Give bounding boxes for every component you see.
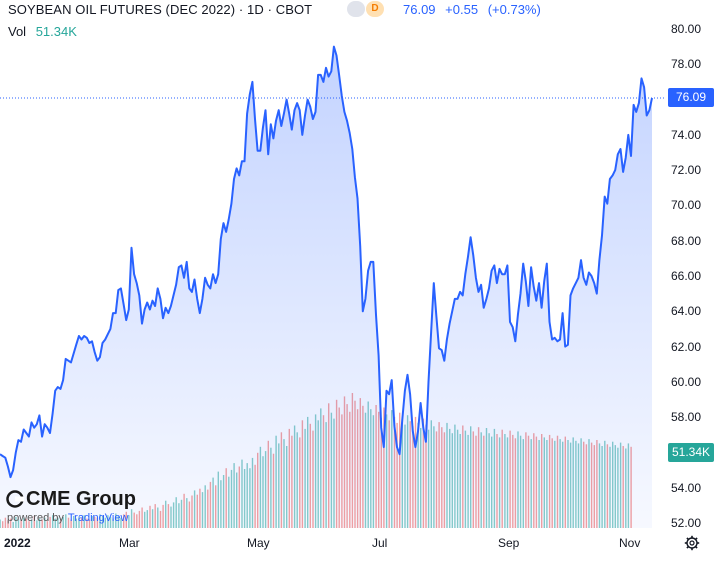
y-tick-label: 60.00 <box>671 374 702 389</box>
y-tick-label: 74.00 <box>671 127 702 142</box>
cme-logo[interactable]: CME Group <box>6 488 136 511</box>
price-line <box>0 45 653 479</box>
cme-logo-icon <box>6 490 24 508</box>
x-tick-label: Mar <box>119 536 140 550</box>
y-tick-label: 54.00 <box>671 480 702 495</box>
volume-label: Vol <box>8 24 27 39</box>
price-area <box>0 46 652 528</box>
last-price-tag: 76.09 <box>668 88 714 108</box>
powered-by[interactable]: powered by TradingView <box>7 512 128 524</box>
y-tick-label: 66.00 <box>671 269 702 283</box>
y-tick-label: 72.00 <box>671 163 702 178</box>
symbol-title[interactable]: SOYBEAN OIL FUTURES (DEC 2022) · 1D · CB… <box>8 2 313 17</box>
x-tick-label: Jul <box>372 536 388 550</box>
x-tick-label: May <box>247 536 270 550</box>
powered-by-label: powered by <box>7 512 64 524</box>
price-change-pct: (+0.73%) <box>487 2 541 17</box>
y-tick-label: 68.00 <box>671 233 702 248</box>
volume-tag: 51.34K <box>668 443 714 462</box>
y-tick-label: 64.00 <box>671 304 702 319</box>
y-tick-label: 78.00 <box>671 57 702 72</box>
status-dot-badge[interactable] <box>347 1 365 17</box>
tradingview-link[interactable]: TradingView <box>67 512 129 524</box>
delayed-badge[interactable]: D <box>366 1 384 17</box>
y-tick-label: 80.00 <box>671 22 702 36</box>
volume-legend[interactable]: Vol 51.34K <box>8 24 77 39</box>
y-tick-label: 58.00 <box>671 410 702 425</box>
logo-text: CME Group <box>26 488 136 510</box>
x-tick-label: Nov <box>619 536 641 550</box>
y-tick-label: 62.00 <box>671 339 702 354</box>
price-change: +0.55 <box>445 2 479 17</box>
y-tick-label: 52.00 <box>671 516 702 530</box>
gear-icon[interactable] <box>684 535 700 551</box>
chart-header: SOYBEAN OIL FUTURES (DEC 2022) · 1D · CB… <box>8 2 312 17</box>
y-tick-label: 70.00 <box>671 198 702 213</box>
x-tick-label: 2022 <box>4 536 31 550</box>
last-price: 76.09 <box>403 2 436 17</box>
price-readout: 76.09 +0.55 (+0.73%) <box>403 2 547 17</box>
volume-value: 51.34K <box>35 24 77 39</box>
x-tick-label: Sep <box>498 536 520 550</box>
